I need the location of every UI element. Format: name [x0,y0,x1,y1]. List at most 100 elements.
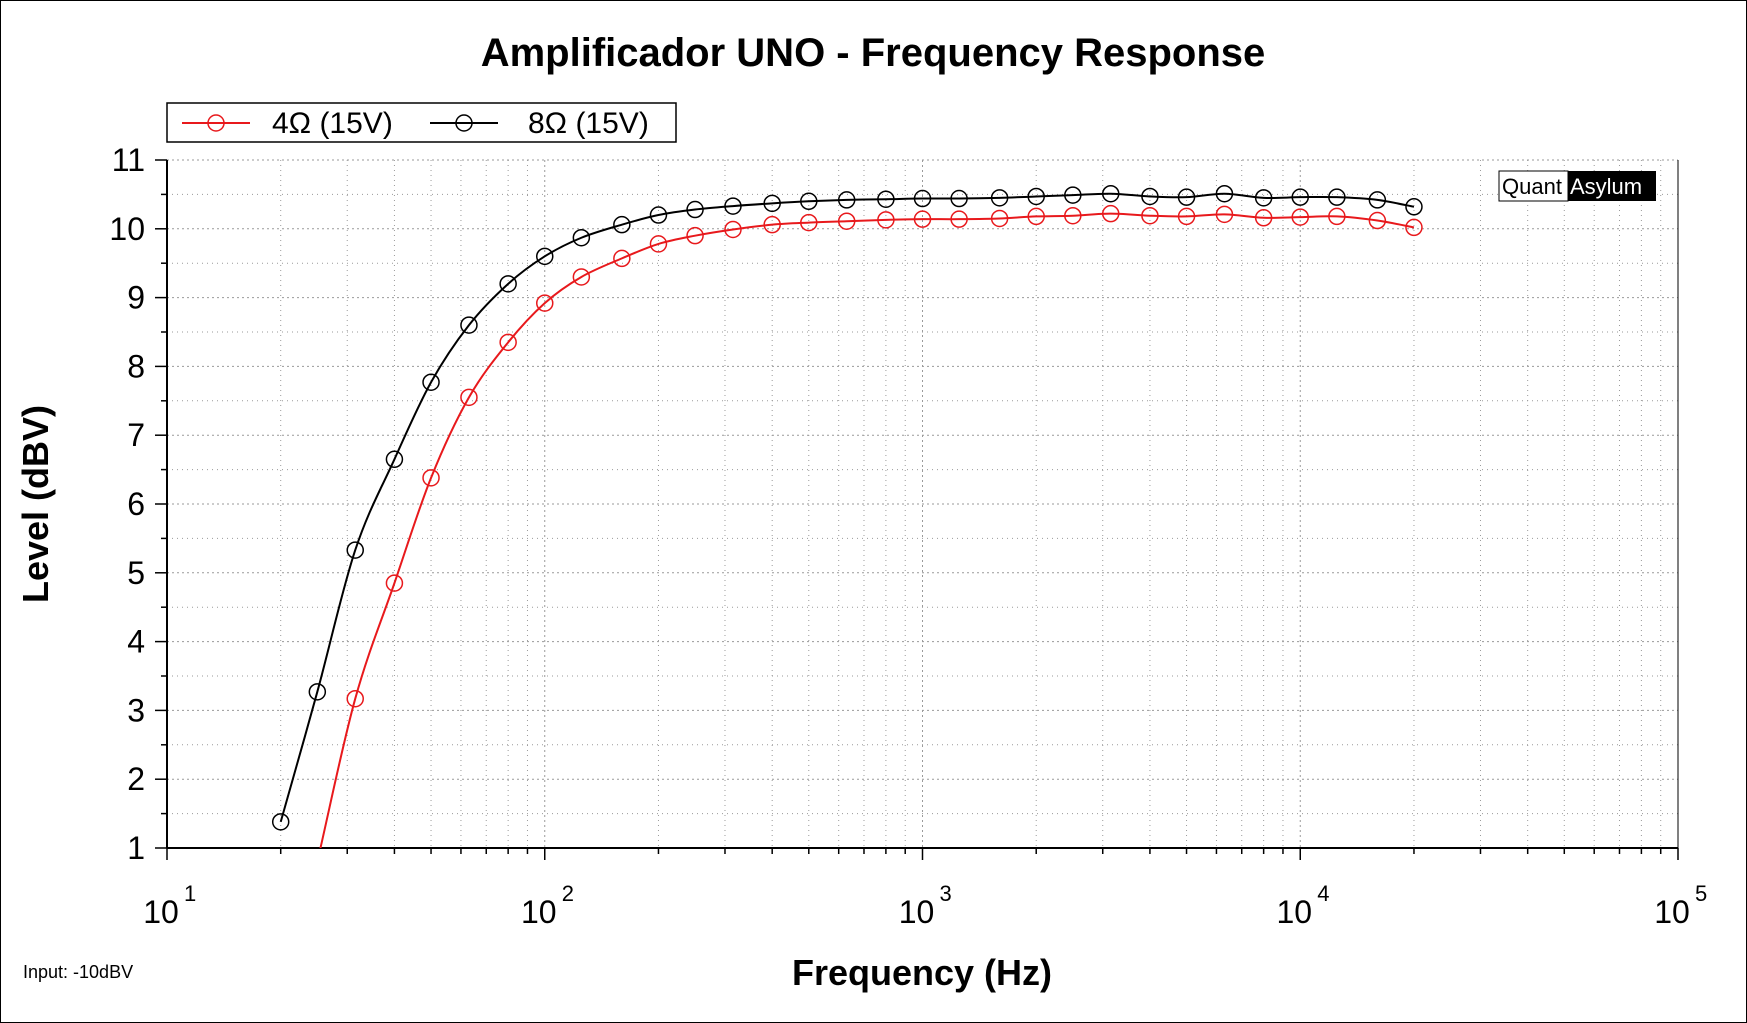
x-axis-label: Frequency (Hz) [792,952,1052,993]
y-tick-label: 2 [127,761,145,797]
x-tick-exponent: 3 [940,881,952,906]
y-tick-label: 9 [127,280,145,316]
data-point [686,226,704,245]
data-point [346,541,364,559]
data-point [346,689,364,708]
data-point [422,373,440,391]
series-1 [271,184,1423,831]
logo-right-box [1568,171,1656,201]
data-point [724,197,742,215]
x-tick-label: 10 [521,894,557,930]
data-point [385,574,404,592]
y-tick-label: 10 [109,211,145,247]
data-point [1177,207,1196,226]
y-tick-label: 11 [112,142,145,178]
x-tick-exponent: 5 [1695,881,1707,906]
series-line [279,192,1415,823]
data-point [1405,218,1423,237]
y-tick-label: 8 [127,348,145,384]
series-0 [319,204,1423,848]
data-point [422,469,440,487]
y-tick-label: 5 [127,555,145,591]
x-tick-label: 10 [143,894,179,930]
data-point [877,190,895,208]
legend-label-4ohm: 4Ω (15V) [272,107,393,140]
legend-label-8ohm: 8Ω (15V) [528,107,649,140]
data-point [1101,184,1120,203]
x-tick-exponent: 4 [1317,881,1329,906]
data-point [1368,191,1387,209]
x-tick-exponent: 2 [562,881,574,906]
data-point [1141,206,1159,225]
data-point [1177,188,1196,206]
x-tick-exponent: 1 [184,881,196,906]
data-point [460,388,478,407]
data-point [800,192,818,211]
y-tick-label: 4 [127,624,145,660]
axis-ticks [155,159,1679,860]
data-point [763,215,781,234]
data-point [724,220,742,239]
data-point [837,191,856,209]
series-layer [271,184,1423,848]
data-point [1254,209,1273,227]
data-point [1215,205,1234,224]
data-point [649,206,668,224]
data-point [837,212,856,230]
data-point [913,189,932,208]
data-point [460,316,478,334]
data-point [1254,189,1273,207]
y-tick-labels: 1 2 3 4 5 6 7 8 9 10 11 [109,142,145,866]
data-point [1215,184,1234,203]
data-point [950,210,968,228]
data-point [1064,206,1082,225]
legend-box [166,102,677,143]
x-tick-label: 10 [1654,894,1690,930]
data-point [1291,208,1309,226]
data-point [613,215,631,234]
data-point [499,333,517,352]
data-point [990,209,1009,228]
data-point [763,194,781,213]
y-tick-label: 1 [127,830,145,866]
input-note: Input: -10dBV [23,962,133,982]
y-tick-label: 7 [127,417,145,453]
y-tick-label: 6 [127,486,145,522]
data-point [1027,207,1045,226]
data-point [572,228,591,247]
data-point [536,294,554,312]
data-point [1141,187,1159,206]
data-point [1027,187,1045,206]
data-point [800,213,818,232]
data-point [1405,198,1423,216]
data-point [572,268,591,286]
data-point [308,683,327,701]
legend: 4Ω (15V) 8Ω (15V) [166,102,677,143]
data-point [686,200,704,219]
data-point [877,211,895,229]
data-point [499,275,517,293]
data-point [613,249,631,268]
data-point [649,235,668,253]
data-point [1368,211,1387,230]
x-tick-label: 10 [899,894,935,930]
quantasylum-logo: Quant Asylum [1498,170,1656,202]
data-point [913,210,932,228]
data-point [536,247,554,266]
series-line [319,212,1415,848]
legend-marker-8ohm [455,114,473,132]
y-tick-label: 3 [127,692,145,728]
data-point [1064,186,1082,204]
logo-text-quant: Quant [1502,174,1562,199]
logo-text-asylum: Asylum [1570,174,1642,199]
data-point [271,813,290,831]
data-point [1328,188,1346,206]
x-tick-label: 10 [1276,894,1312,930]
data-point [950,189,968,208]
data-point [385,450,404,469]
chart-title: Amplificador UNO - Frequency Response [481,31,1266,75]
data-point [1101,204,1120,223]
legend-marker-4ohm [207,114,225,132]
